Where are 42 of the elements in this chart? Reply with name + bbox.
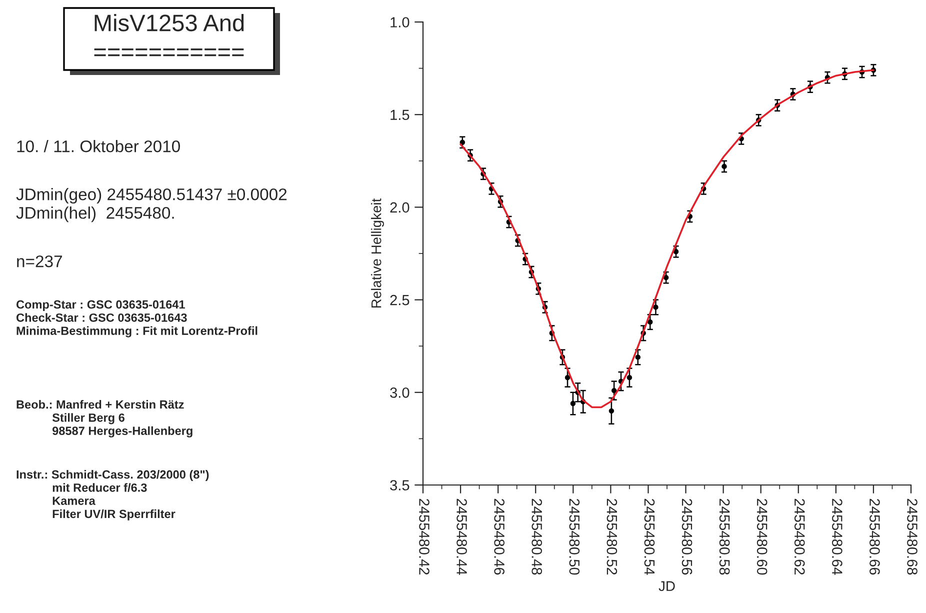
x-tick-label: 2455480.44: [456, 498, 467, 575]
x-tick-label: 2455480.66: [870, 498, 880, 575]
point: [460, 140, 466, 145]
y-tick-label: 2.0: [390, 202, 410, 213]
x-tick-label: 2455480.50: [569, 498, 580, 575]
y-tick-label: 3.5: [390, 480, 410, 490]
point: [673, 249, 679, 254]
text: MisV1253 And: [94, 14, 244, 32]
x-tick-label: 2455480.46: [494, 498, 504, 575]
x-tick-label: 2455480.48: [532, 498, 542, 575]
y-tick-label: 3.0: [390, 388, 410, 398]
x-tick-label: 2455480.56: [682, 498, 692, 575]
point: [653, 304, 658, 310]
point: [648, 319, 653, 325]
x-tick-label: 2455480.68: [907, 498, 918, 575]
point: [608, 408, 614, 414]
point: [611, 388, 617, 394]
x-tick-label: 2455480.54: [644, 498, 655, 575]
text: Beob.: Manfred + Kerstin Rätz Stiller Berg 6 98587 Herges-Hallenberg: [16, 400, 192, 438]
point: [635, 354, 641, 360]
text: 10. / 11. Oktober 2010: [17, 140, 180, 152]
text: n=237: [17, 255, 62, 268]
x-tick-label: 2455480.42: [419, 498, 430, 575]
point: [722, 164, 727, 170]
point: [626, 374, 632, 380]
point: [570, 400, 576, 406]
text: Comp-Star : GSC 03635-01641 Check-Star : GSC 03635-01643 Minima-Bestimmung : Fit mit Lorentz-Profil: [16, 300, 258, 338]
text: Instr.: Schmidt-Cass. 203/2000 (8") mit Reducer f/6.3 Kamera Filter UV/IR Sperrfilter: [16, 470, 209, 520]
x-axis-title: JD: [658, 581, 675, 591]
y-tick-label: 1.0: [390, 17, 410, 28]
x-tick-label: 2455480.62: [794, 498, 805, 575]
y-axis-title: Relative Helligkeit: [371, 198, 384, 308]
text: ===========: [94, 48, 244, 56]
y-tick-label: 1.5: [390, 110, 410, 120]
x-tick-label: 2455480.52: [606, 498, 618, 575]
point: [663, 274, 669, 280]
y-tick-label: 2.5: [390, 294, 410, 306]
x-tick-label: 2455480.60: [756, 498, 768, 575]
x-tick-label: 2455480.58: [719, 498, 730, 575]
text: JDmin(geo) 2455480.51437 ±0.0002 JDmin(hel) 2455480.: [16, 188, 287, 222]
x-tick-label: 2455480.64: [832, 498, 842, 575]
point: [564, 374, 570, 380]
